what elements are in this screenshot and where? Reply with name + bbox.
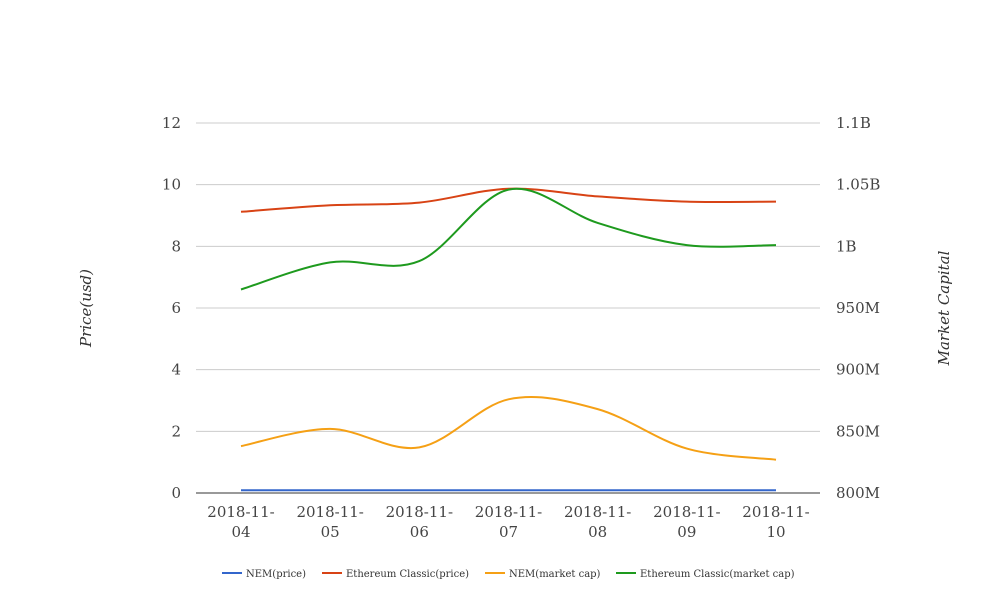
y-axis-left-ticks: 0 2 4 6 8 10 12: [162, 114, 181, 502]
y2-tick-label: 950M: [836, 299, 880, 317]
series-line-1: [240, 187, 777, 213]
x-tick-label: 2018-11-08: [564, 503, 631, 541]
series-line-2: [240, 396, 777, 461]
legend-label: Ethereum Classic(price): [346, 569, 469, 580]
series-line-3: [240, 187, 777, 291]
y-tick-label: 4: [171, 361, 181, 379]
x-tick-label: 2018-11-04: [207, 503, 274, 541]
x-axis-ticks: 2018-11-04 2018-11-05 2018-11-06 2018-11-07…: [207, 503, 809, 541]
y2-tick-label: 1.05B: [836, 176, 880, 194]
y-axis-right-ticks: 800M 850M 900M 950M 1B 1.05B 1.1B: [836, 114, 880, 502]
y2-tick-label: 1B: [836, 237, 857, 255]
x-tick-label: 2018-11-06: [386, 503, 453, 541]
legend-label: NEM(price): [246, 569, 306, 580]
x-tick-label: 2018-11-05: [296, 503, 363, 541]
legend-label: NEM(market cap): [509, 569, 601, 580]
y-tick-label: 0: [171, 484, 181, 502]
legend-label: Ethereum Classic(market cap): [640, 569, 795, 580]
x-tick-label: 2018-11-10: [742, 503, 809, 541]
y-tick-label: 8: [171, 237, 181, 255]
y2-tick-label: 900M: [836, 361, 880, 379]
y2-tick-label: 1.1B: [836, 114, 871, 132]
y2-tick-label: 850M: [836, 422, 880, 440]
y2-tick-label: 800M: [836, 484, 880, 502]
x-tick-label: 2018-11-09: [653, 503, 720, 541]
series-lines: [240, 187, 777, 492]
y-tick-label: 10: [162, 176, 181, 194]
y-tick-label: 2: [171, 422, 181, 440]
gridlines: [196, 122, 820, 494]
y-tick-label: 12: [162, 114, 181, 132]
x-tick-label: 2018-11-07: [475, 503, 542, 541]
y-axis-left-title: Price(usd): [77, 269, 95, 348]
legend: NEM(price) Ethereum Classic(price) NEM(mar…: [222, 569, 795, 580]
y-tick-label: 6: [171, 299, 181, 317]
y-axis-right-title: Market Capital: [935, 250, 953, 366]
